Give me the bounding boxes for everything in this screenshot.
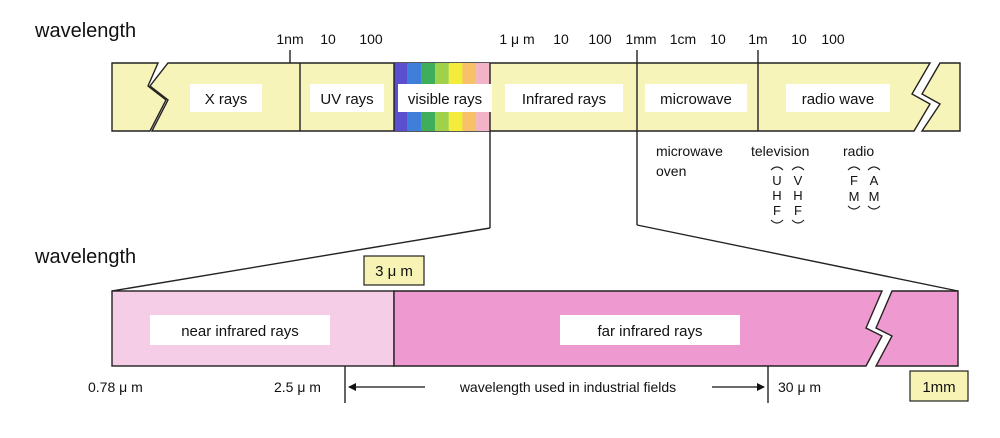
scale-label-100m: 100 [821, 31, 845, 47]
label-box-near-ir [150, 315, 330, 345]
band-label-infrared: Infrared rays [522, 91, 606, 108]
band-label-visible: visible rays [408, 91, 482, 108]
scale-end-1mm: 1mm [922, 379, 955, 396]
label-box-radio [786, 84, 890, 112]
scale-label-100nm: 100 [359, 31, 383, 47]
fm-letter: M [849, 189, 860, 204]
scale-label-10nm: 10 [320, 31, 336, 47]
zoom-line-left-diagonal [111, 227, 491, 292]
scale-label-1mm: 1mm [625, 31, 656, 47]
band-label-radio: radio wave [802, 91, 875, 108]
app-microwave-oven-line2: oven [656, 163, 686, 179]
bottom-scale: 0.78 μ m 2.5 μ m wavelength used in indu… [88, 366, 969, 403]
am-letter: M [869, 189, 880, 204]
scale-label-1um: 1 μ m [499, 31, 534, 47]
scale-industrial-end: 30 μ m [778, 379, 821, 395]
scale-label-10um: 10 [553, 31, 569, 47]
scale-label-10m: 10 [791, 31, 807, 47]
paren-top [770, 166, 784, 171]
vhf-letter: V [794, 173, 803, 188]
bottom-infrared-band: near infrared rays far infrared rays [111, 290, 959, 367]
paren-bottom [770, 219, 784, 224]
scale-industrial-start: 2.5 μ m [274, 379, 321, 395]
label-box-microwave [645, 84, 747, 112]
end-label-box [909, 370, 969, 402]
band-left-stub [111, 62, 167, 132]
scale-label-100um: 100 [588, 31, 612, 47]
paren-top [867, 166, 881, 171]
paren-bottom [847, 205, 861, 210]
top-scale-labels: 1nm 10 100 1 μ m 10 100 1mm 1cm 10 1m 10… [276, 31, 845, 47]
top-wavelength-heading: wavelength [34, 20, 136, 42]
scale-label-1m: 1m [748, 31, 767, 47]
band-label-xrays: X rays [205, 91, 248, 108]
vhf-letter: F [794, 203, 802, 218]
scale-label-1nm: 1nm [276, 31, 303, 47]
band-label-uv: UV rays [320, 91, 373, 108]
scale-start-078um: 0.78 μ m [88, 379, 143, 395]
label-box-far-ir [560, 315, 740, 345]
app-television: television [751, 143, 809, 159]
industrial-range-label: wavelength used in industrial fields [459, 379, 676, 395]
am-letter: A [870, 173, 879, 188]
boundary-label-box [363, 255, 425, 286]
paren-top [791, 166, 805, 171]
paren-bottom [867, 205, 881, 210]
band-label-near-ir: near infrared rays [181, 323, 299, 340]
label-box-infrared [505, 84, 623, 112]
band-label-microwave: microwave [660, 91, 732, 108]
label-box-visible [398, 84, 492, 112]
zoom-connector [111, 131, 959, 292]
zoom-line-right-diagonal [636, 224, 959, 292]
app-microwave-oven-line1: microwave [656, 143, 723, 159]
uhf-letter: H [772, 188, 781, 203]
label-box-uv [310, 84, 384, 112]
band-label-far-ir: far infrared rays [597, 323, 702, 340]
paren-bottom [791, 219, 805, 224]
scale-label-10cm: 10 [710, 31, 726, 47]
uhf-letter: F [773, 203, 781, 218]
fm-letter: F [850, 173, 858, 188]
bottom-wavelength-heading: wavelength [34, 246, 136, 268]
boundary-label-3um: 3 μ m [375, 263, 413, 280]
applications: microwave oven television radio U H F V … [656, 143, 881, 224]
paren-top [847, 166, 861, 171]
uhf-letter: U [772, 173, 781, 188]
app-radio: radio [843, 143, 874, 159]
top-spectrum-band: X rays UV rays visible rays Infrared ray… [111, 50, 961, 132]
band-right-stub [920, 62, 961, 132]
far-infrared-stub [874, 290, 959, 367]
vhf-letter: H [793, 188, 802, 203]
scale-label-1cm: 1cm [670, 31, 696, 47]
label-box-xrays [190, 84, 262, 112]
